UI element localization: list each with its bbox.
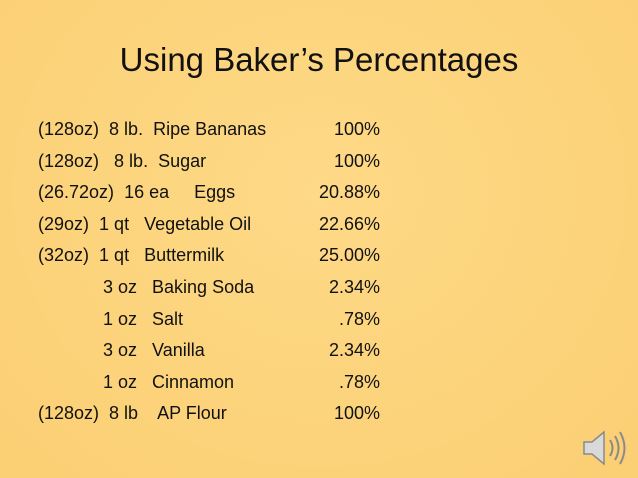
ingredient: 1 qt Buttermilk xyxy=(99,245,225,266)
ingredient-row: (26.72oz) 16 ea Eggs 20.88% xyxy=(38,179,398,205)
ingredient-row: 1 oz Salt .78% xyxy=(38,306,398,332)
ingredient: 8 lb. Sugar xyxy=(109,150,207,171)
ingredient-row: (128oz) 8 lb. Sugar 100% xyxy=(38,148,398,174)
ingredient: 1 oz Cinnamon xyxy=(103,371,235,392)
percentage: 100% xyxy=(333,403,380,424)
ingredient-row: (128oz) 8 lb AP Flour 100% xyxy=(38,400,398,426)
percentage: 20.88% xyxy=(318,182,380,203)
ingredient-row: (29oz) 1 qt Vegetable Oil 22.66% xyxy=(38,211,398,237)
weight: (128oz) xyxy=(38,119,100,139)
percentage: .78% xyxy=(338,371,380,392)
audio-icon[interactable] xyxy=(580,428,628,468)
ingredient-row: (32oz) 1 qt Buttermilk 25.00% xyxy=(38,242,398,268)
ingredient-row: 3 oz Vanilla 2.34% xyxy=(38,337,398,363)
ingredient: 3 oz Baking Soda xyxy=(103,277,255,297)
ingredient-row: 1 oz Cinnamon .78% xyxy=(38,369,398,395)
weight: (26.72oz) xyxy=(38,182,115,203)
percentage: 100% xyxy=(333,150,380,171)
percentage: 2.34% xyxy=(328,340,380,361)
ingredient: 3 oz Vanilla xyxy=(103,340,205,361)
ingredient-row: 3 oz Baking Soda 2.34% xyxy=(38,274,398,300)
ingredient: 8 lb. Ripe Bananas xyxy=(109,119,267,139)
weight: (32oz) xyxy=(38,245,90,266)
percentage: 100% xyxy=(333,119,380,139)
weight: (29oz) xyxy=(38,213,90,234)
weight: (128oz) xyxy=(38,403,100,424)
ingredient: 1 oz Salt xyxy=(103,308,184,329)
ingredient: 8 lb AP Flour xyxy=(109,403,227,424)
percentage: 25.00% xyxy=(318,245,380,266)
percentage: 2.34% xyxy=(328,277,380,297)
slide-title: Using Baker’s Percentages xyxy=(119,41,519,78)
ingredient: 1 qt Vegetable Oil xyxy=(99,213,252,234)
ingredient-row: (128oz) 8 lb. Ripe Bananas 100% xyxy=(38,116,398,142)
percentage: 22.66% xyxy=(318,213,380,234)
ingredient: 16 ea Eggs xyxy=(124,182,236,203)
percentage: .78% xyxy=(338,308,380,329)
weight: (128oz) xyxy=(38,150,100,171)
